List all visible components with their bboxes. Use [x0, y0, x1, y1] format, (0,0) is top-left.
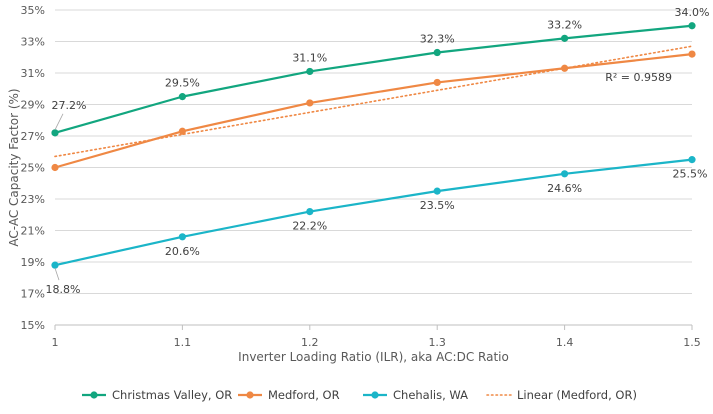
data-label-leader-line: [54, 113, 64, 131]
data-label: 31.1%: [292, 51, 327, 64]
data-point-medford-or: [51, 163, 59, 172]
y-tick-label: 19%: [21, 256, 45, 269]
y-tick-label: 15%: [21, 319, 45, 332]
legend-label: Medford, OR: [268, 388, 340, 402]
legend-label: Christmas Valley, OR: [112, 388, 232, 402]
data-label: 34.0%: [675, 6, 710, 19]
y-tick-label: 25%: [21, 162, 45, 175]
data-point-chehalis-wa: [561, 170, 569, 178]
data-point-medford-or: [688, 50, 696, 58]
y-tick-label: 33%: [21, 36, 45, 49]
x-tick-label: 1: [52, 336, 59, 349]
data-label-leader-line: [54, 268, 60, 281]
y-axis-title: AC-AC Capacity Factor (%): [7, 88, 21, 246]
data-label: 24.6%: [547, 182, 582, 195]
data-point-christmas-valley-or: [178, 93, 186, 101]
legend-label: Chehalis, WA: [393, 388, 468, 402]
data-point-medford-or: [561, 64, 569, 72]
data-point-christmas-valley-or: [51, 129, 59, 137]
data-label: 29.5%: [165, 77, 200, 90]
data-label: 27.2%: [52, 99, 87, 112]
data-point-chehalis-wa: [688, 156, 696, 164]
y-tick-label: 17%: [21, 288, 45, 301]
x-tick-label: 1.2: [301, 336, 319, 349]
series-line-medford-or: [54, 53, 693, 169]
y-tick-label: 29%: [21, 99, 45, 112]
y-tick-label: 35%: [21, 4, 45, 17]
data-point-christmas-valley-or: [561, 34, 569, 42]
r-squared-annotation: R² = 0.9589: [605, 71, 672, 84]
legend-label: Linear (Medford, OR): [517, 388, 637, 402]
data-label: 22.2%: [292, 220, 327, 233]
data-label: 23.5%: [420, 199, 455, 212]
y-tick-label: 31%: [21, 67, 45, 80]
x-tick-label: 1.4: [556, 336, 574, 349]
y-tick-label: 21%: [21, 225, 45, 238]
y-tick-label: 23%: [21, 193, 45, 206]
data-point-christmas-valley-or: [688, 22, 696, 30]
x-tick-label: 1.1: [174, 336, 192, 349]
data-point-chehalis-wa: [306, 208, 314, 216]
data-label: 18.8%: [46, 283, 81, 296]
data-point-medford-or: [433, 78, 441, 87]
data-point-medford-or: [306, 99, 314, 107]
data-point-christmas-valley-or: [433, 48, 441, 57]
data-label: 32.3%: [420, 33, 455, 46]
data-point-chehalis-wa: [433, 187, 441, 195]
data-point-chehalis-wa: [51, 261, 59, 269]
x-tick-label: 1.5: [683, 336, 701, 349]
data-point-medford-or: [178, 127, 186, 135]
data-label: 25.5%: [673, 168, 708, 181]
series-line-chehalis-wa: [54, 158, 693, 267]
legend-swatch-marker: [371, 391, 379, 399]
data-point-chehalis-wa: [178, 233, 186, 241]
legend-swatch-marker: [90, 391, 98, 399]
series-line-christmas-valley-or: [54, 24, 693, 134]
data-point-christmas-valley-or: [306, 67, 314, 76]
data-label: 20.6%: [165, 245, 200, 258]
x-axis-title: Inverter Loading Ratio (ILR), aka AC:DC …: [238, 350, 509, 364]
data-label: 33.2%: [547, 18, 582, 31]
x-tick-label: 1.3: [428, 336, 446, 349]
y-tick-label: 27%: [21, 130, 45, 143]
legend-swatch-marker: [246, 391, 254, 399]
